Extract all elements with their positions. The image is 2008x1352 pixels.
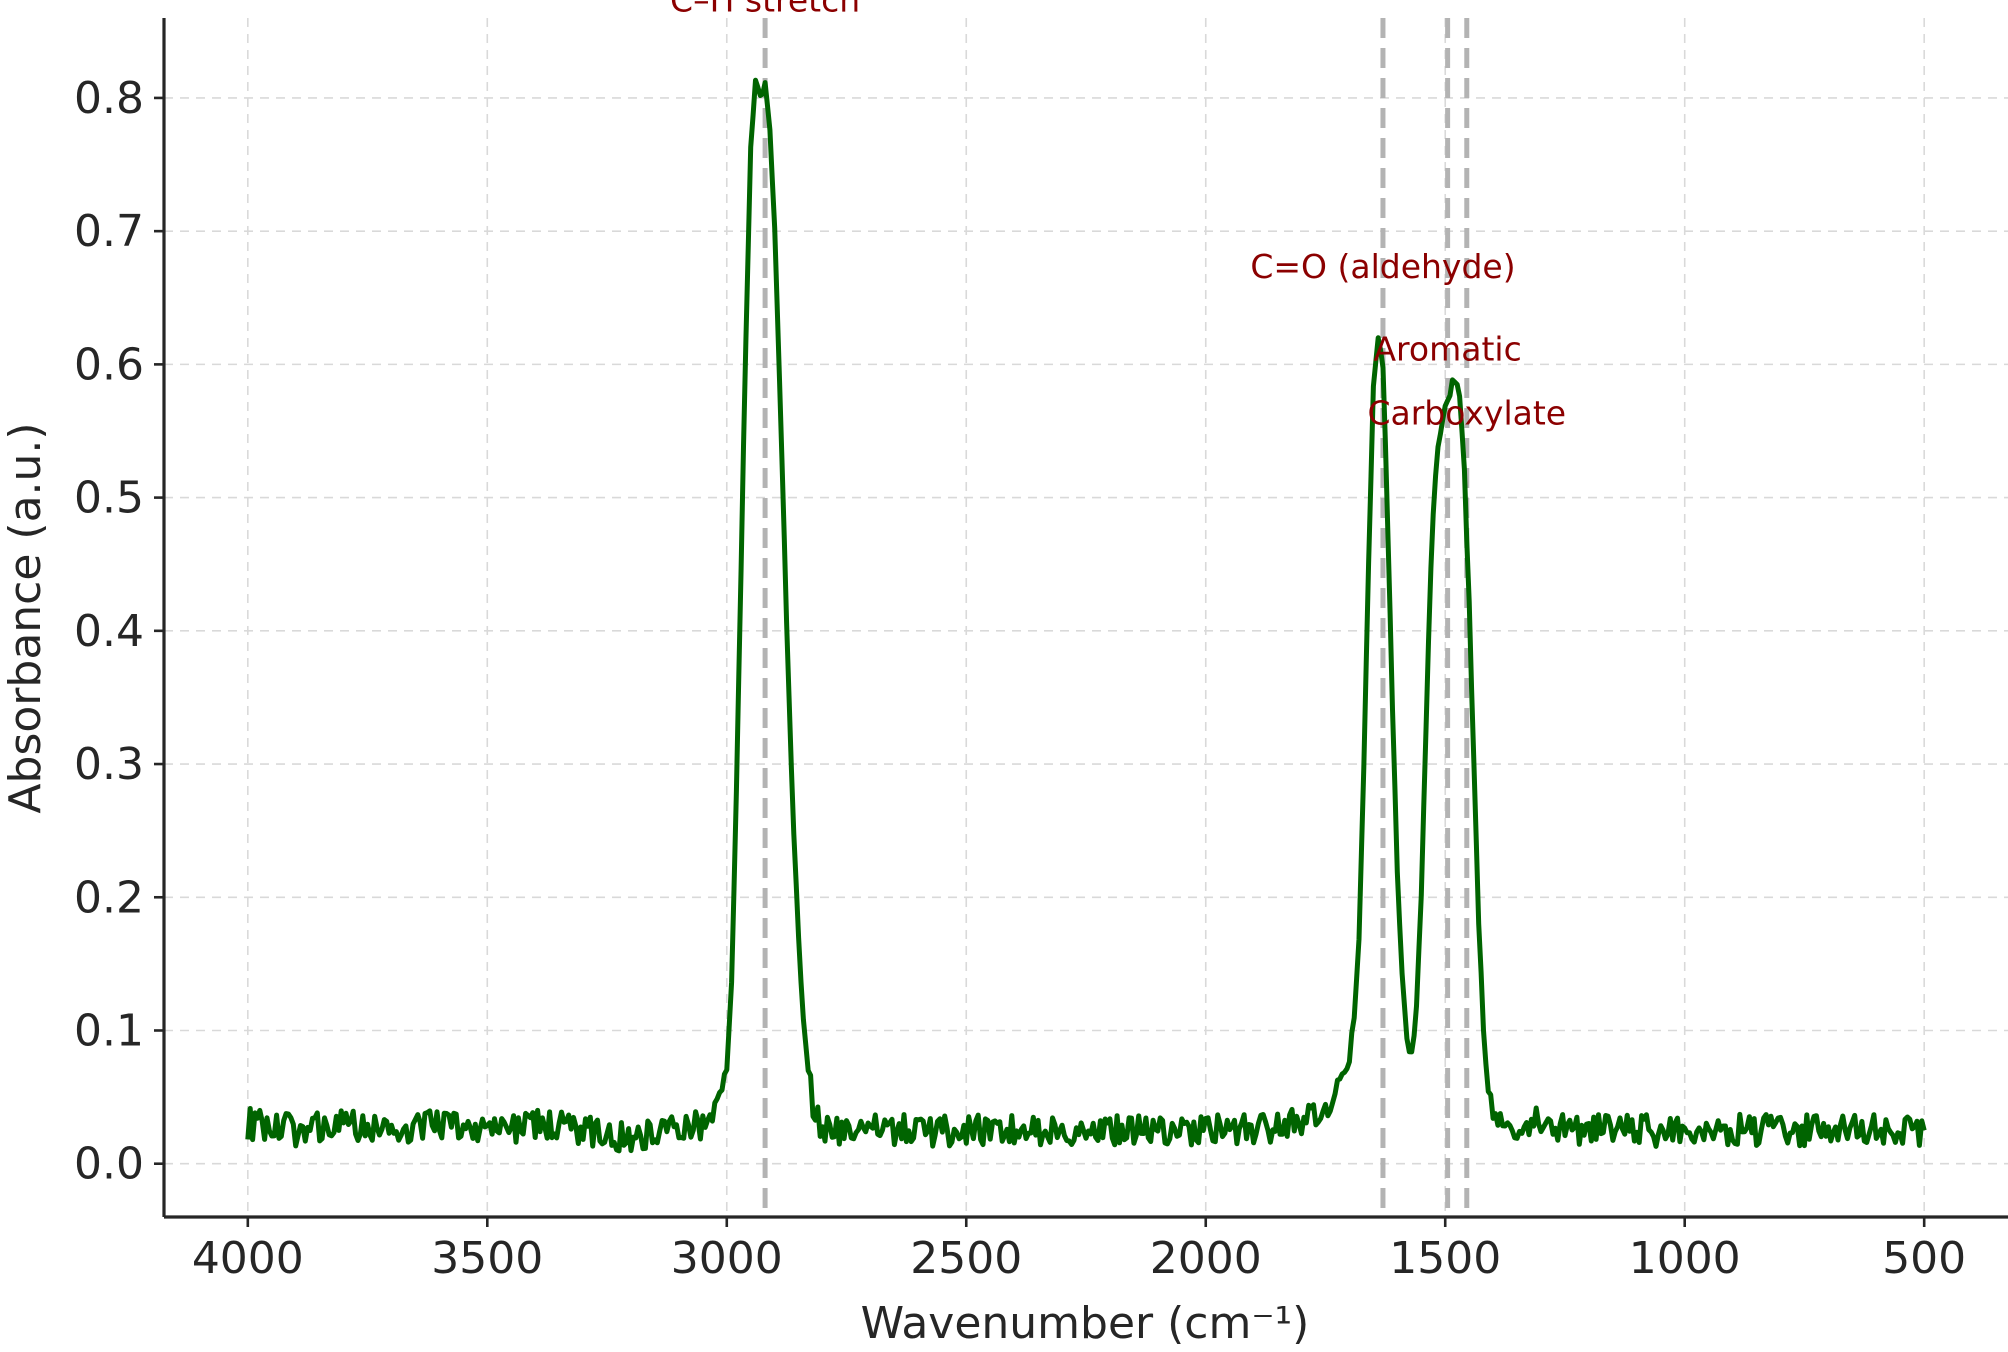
y-axis-ticks: 0.0 0.1 0.2 0.3 0.4 0.5 0.6 0.7 0.8 — [74, 73, 164, 1190]
y-tick-label: 0.1 — [74, 1005, 144, 1056]
y-tick-label: 0.2 — [74, 872, 144, 923]
y-tick-label: 0.8 — [74, 73, 144, 124]
reference-lines — [762, 18, 1470, 1217]
spectrum-line — [245, 77, 1927, 1154]
y-tick-label: 0.6 — [74, 339, 144, 390]
y-tick-label: 0.0 — [74, 1139, 144, 1190]
x-tick-label: 4000 — [192, 1233, 304, 1284]
y-tick-label: 0.3 — [74, 739, 144, 790]
x-tick-label: 3500 — [431, 1233, 543, 1284]
x-tick-label: 1000 — [1629, 1233, 1741, 1284]
x-tick-label: 2000 — [1150, 1233, 1262, 1284]
y-tick-label: 0.4 — [74, 606, 144, 657]
axes — [162, 18, 2008, 1219]
peak-annotations: C–H stretch C=O (aldehyde) Aromatic Carboxy… — [670, 0, 1566, 432]
y-tick-label: 0.5 — [74, 473, 144, 524]
x-tick-label: 3000 — [671, 1233, 783, 1284]
peak-annotation: Aromatic — [1373, 329, 1521, 368]
x-tick-label: 500 — [1882, 1233, 1966, 1284]
peak-annotation: Carboxylate — [1367, 393, 1566, 432]
x-tick-label: 2500 — [910, 1233, 1022, 1284]
x-tick-label: 1500 — [1389, 1233, 1501, 1284]
y-tick-label: 0.7 — [74, 206, 144, 257]
gridlines — [164, 18, 2008, 1217]
peak-annotation: C–H stretch — [670, 0, 860, 19]
x-axis-label: Wavenumber (cm⁻¹) — [861, 1298, 1310, 1349]
peak-annotation: C=O (aldehyde) — [1250, 247, 1515, 286]
y-axis-label: Absorbance (a.u.) — [0, 422, 51, 813]
spectrum-series — [245, 77, 1927, 1154]
x-axis-ticks: 4000 3500 3000 2500 2000 1500 1000 500 — [192, 1217, 1966, 1284]
